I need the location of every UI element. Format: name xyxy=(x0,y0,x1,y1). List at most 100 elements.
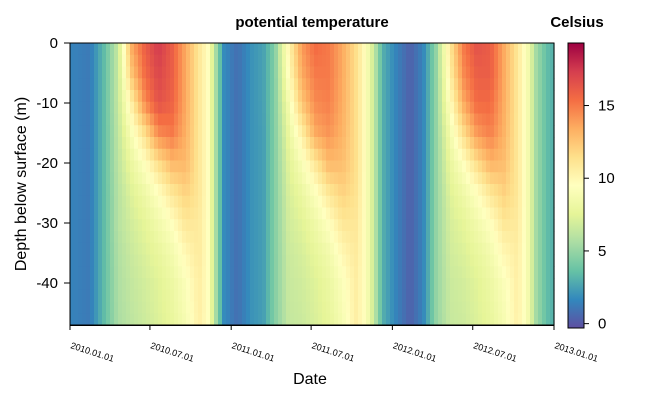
heatmap-cell xyxy=(278,278,283,291)
heatmap-cell xyxy=(166,313,171,326)
heatmap-cell xyxy=(458,137,463,150)
heatmap-cell xyxy=(350,184,355,197)
heatmap-cell xyxy=(426,278,431,291)
heatmap-cell xyxy=(126,301,131,314)
heatmap-cell xyxy=(498,219,503,232)
x-tick-label: 2013.01.01 xyxy=(553,340,599,363)
heatmap-cell xyxy=(214,66,219,79)
heatmap-cell xyxy=(462,254,467,267)
heatmap-cell xyxy=(490,242,495,256)
heatmap-cell xyxy=(366,254,371,267)
heatmap-cell xyxy=(86,66,91,79)
heatmap-cell xyxy=(434,66,439,79)
heatmap-cell xyxy=(70,160,75,173)
heatmap-cell xyxy=(82,172,87,185)
heatmap-cell xyxy=(286,242,291,256)
heatmap-cell xyxy=(322,43,327,56)
heatmap-cell xyxy=(506,148,511,162)
heatmap-cell xyxy=(522,101,527,115)
heatmap-cell xyxy=(390,43,395,56)
heatmap-cell xyxy=(462,66,467,79)
heatmap-cell xyxy=(402,266,407,279)
heatmap-cell xyxy=(366,54,371,68)
heatmap-cell xyxy=(546,113,551,126)
heatmap-cell xyxy=(262,137,267,150)
heatmap-cell xyxy=(330,90,335,103)
heatmap-cell xyxy=(98,254,103,267)
heatmap-cell xyxy=(410,195,415,209)
heatmap-cell xyxy=(342,266,347,279)
heatmap-cell xyxy=(198,184,203,197)
heatmap-cell xyxy=(510,113,515,126)
heatmap-cell xyxy=(226,113,231,126)
heatmap-cell xyxy=(526,101,531,115)
heatmap-cell xyxy=(94,219,99,232)
heatmap-cell xyxy=(390,289,395,303)
heatmap-cell xyxy=(422,113,427,126)
heatmap-cell xyxy=(218,78,223,91)
heatmap-cell xyxy=(98,137,103,150)
heatmap-cell xyxy=(206,90,211,103)
heatmap-cell xyxy=(194,231,199,244)
heatmap-cell xyxy=(350,125,355,138)
heatmap-cell xyxy=(238,125,243,138)
heatmap-cell xyxy=(542,54,547,68)
heatmap-cell xyxy=(322,160,327,173)
heatmap-cell xyxy=(526,113,531,126)
heatmap-cell xyxy=(430,184,435,197)
heatmap-cell xyxy=(426,184,431,197)
heatmap-cell xyxy=(494,301,499,314)
heatmap-cell xyxy=(270,113,275,126)
heatmap-cell xyxy=(110,242,115,256)
heatmap-cell xyxy=(418,172,423,185)
heatmap-cell xyxy=(498,266,503,279)
heatmap-cell xyxy=(526,184,531,197)
heatmap-cell xyxy=(146,148,151,162)
heatmap-cell xyxy=(514,219,519,232)
heatmap-cell xyxy=(118,301,123,314)
heatmap-cell xyxy=(298,195,303,209)
heatmap-cell xyxy=(170,278,175,291)
heatmap-cell xyxy=(346,172,351,185)
heatmap-cell xyxy=(314,78,319,91)
heatmap-cell xyxy=(366,101,371,115)
heatmap-cell xyxy=(354,289,359,303)
heatmap-cell xyxy=(550,278,555,291)
y-axis-title: Depth below surface (m) xyxy=(13,97,30,271)
heatmap-cell xyxy=(266,90,271,103)
heatmap-cell xyxy=(298,266,303,279)
heatmap-cell xyxy=(138,266,143,279)
heatmap-cell xyxy=(418,101,423,115)
heatmap-cell xyxy=(238,172,243,185)
heatmap-cell xyxy=(310,160,315,173)
heatmap-cell xyxy=(266,78,271,91)
heatmap-cell xyxy=(98,113,103,126)
heatmap-cell xyxy=(314,137,319,150)
heatmap-cell xyxy=(366,184,371,197)
heatmap-cell xyxy=(174,101,179,115)
heatmap-cell xyxy=(498,90,503,103)
heatmap-cell xyxy=(330,219,335,232)
heatmap-cell xyxy=(370,172,375,185)
colorbar-tick-label: 5 xyxy=(598,243,606,260)
heatmap-cell xyxy=(218,113,223,126)
heatmap-cell xyxy=(262,231,267,244)
heatmap-cell xyxy=(290,148,295,162)
heatmap-cell xyxy=(434,301,439,314)
heatmap-cell xyxy=(182,195,187,209)
heatmap-cell xyxy=(542,278,547,291)
heatmap-cell xyxy=(514,313,519,326)
heatmap-cell xyxy=(466,207,471,220)
heatmap-cell xyxy=(226,172,231,185)
heatmap-cell xyxy=(538,54,543,68)
heatmap-cell xyxy=(78,172,83,185)
heatmap-cell xyxy=(530,313,535,326)
heatmap-cell xyxy=(506,242,511,256)
heatmap-cell xyxy=(166,137,171,150)
heatmap-cell xyxy=(498,125,503,138)
heatmap-cell xyxy=(134,231,139,244)
heatmap-cell xyxy=(306,148,311,162)
heatmap-cell xyxy=(534,301,539,314)
heatmap-cell xyxy=(446,289,451,303)
heatmap-cell xyxy=(170,101,175,115)
